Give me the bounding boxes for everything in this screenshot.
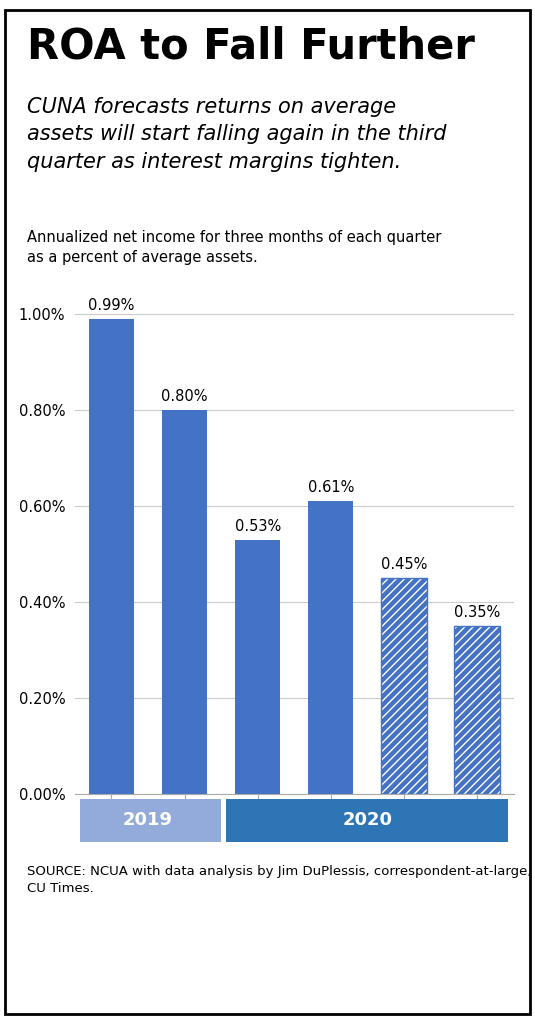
Bar bbox=[381, 578, 426, 794]
Text: CUNA forecasts returns on average
assets will start falling again in the third
q: CUNA forecasts returns on average assets… bbox=[27, 97, 446, 172]
Text: 0.80%: 0.80% bbox=[162, 389, 208, 404]
Text: 2019: 2019 bbox=[123, 811, 173, 829]
Text: 0.35%: 0.35% bbox=[454, 605, 500, 621]
Text: Annualized net income for three months of each quarter
as a percent of average a: Annualized net income for three months o… bbox=[27, 230, 441, 265]
Text: 0.61%: 0.61% bbox=[308, 480, 354, 496]
Text: 0.53%: 0.53% bbox=[234, 519, 281, 534]
Text: SOURCE: NCUA with data analysis by Jim DuPlessis, correspondent-at-large,
CU Tim: SOURCE: NCUA with data analysis by Jim D… bbox=[27, 865, 531, 895]
Bar bbox=[381, 578, 426, 794]
Text: ROA to Fall Further: ROA to Fall Further bbox=[27, 26, 475, 68]
Text: 0.99%: 0.99% bbox=[88, 298, 135, 313]
Bar bbox=[308, 501, 354, 794]
Bar bbox=[454, 626, 500, 794]
Bar bbox=[235, 540, 280, 794]
FancyBboxPatch shape bbox=[80, 799, 221, 842]
Bar bbox=[454, 626, 500, 794]
Text: 2020: 2020 bbox=[342, 811, 392, 829]
Bar bbox=[89, 318, 134, 794]
Bar bbox=[162, 410, 207, 794]
FancyBboxPatch shape bbox=[226, 799, 508, 842]
Text: 0.45%: 0.45% bbox=[381, 557, 427, 572]
